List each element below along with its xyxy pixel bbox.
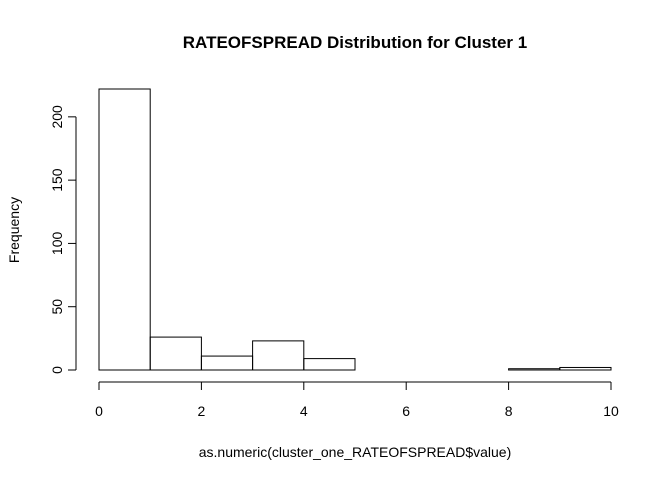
histogram-bar-8 (508, 368, 561, 371)
x-tick-label: 4 (300, 403, 308, 419)
y-axis-label: Frequency (6, 197, 22, 263)
histogram-bar-3 (252, 340, 305, 371)
x-tick-label: 2 (198, 403, 206, 419)
y-axis: 0 50 100 150 200 (49, 105, 77, 374)
x-axis: 0 2 4 6 8 10 (95, 381, 619, 419)
histogram-bar-4 (303, 358, 356, 371)
histogram-bar-2 (200, 355, 254, 371)
histogram-bars (98, 88, 612, 371)
y-tick-label: 150 (49, 168, 65, 192)
y-tick-label: 200 (49, 105, 65, 129)
y-tick-label: 0 (49, 366, 65, 374)
x-tick-label: 10 (603, 403, 619, 419)
x-tick-label: 0 (95, 403, 103, 419)
histogram-bar-9 (559, 366, 612, 371)
chart-title: RATEOFSPREAD Distribution for Cluster 1 (183, 33, 527, 52)
y-tick-label: 50 (49, 299, 65, 315)
x-tick-label: 8 (505, 403, 513, 419)
histogram-bar-1 (149, 336, 202, 371)
histogram-bar-0 (98, 88, 151, 371)
x-tick-label: 6 (402, 403, 410, 419)
y-tick-label: 100 (49, 232, 65, 256)
x-axis-label: as.numeric(cluster_one_RATEOFSPREAD$valu… (199, 444, 512, 460)
